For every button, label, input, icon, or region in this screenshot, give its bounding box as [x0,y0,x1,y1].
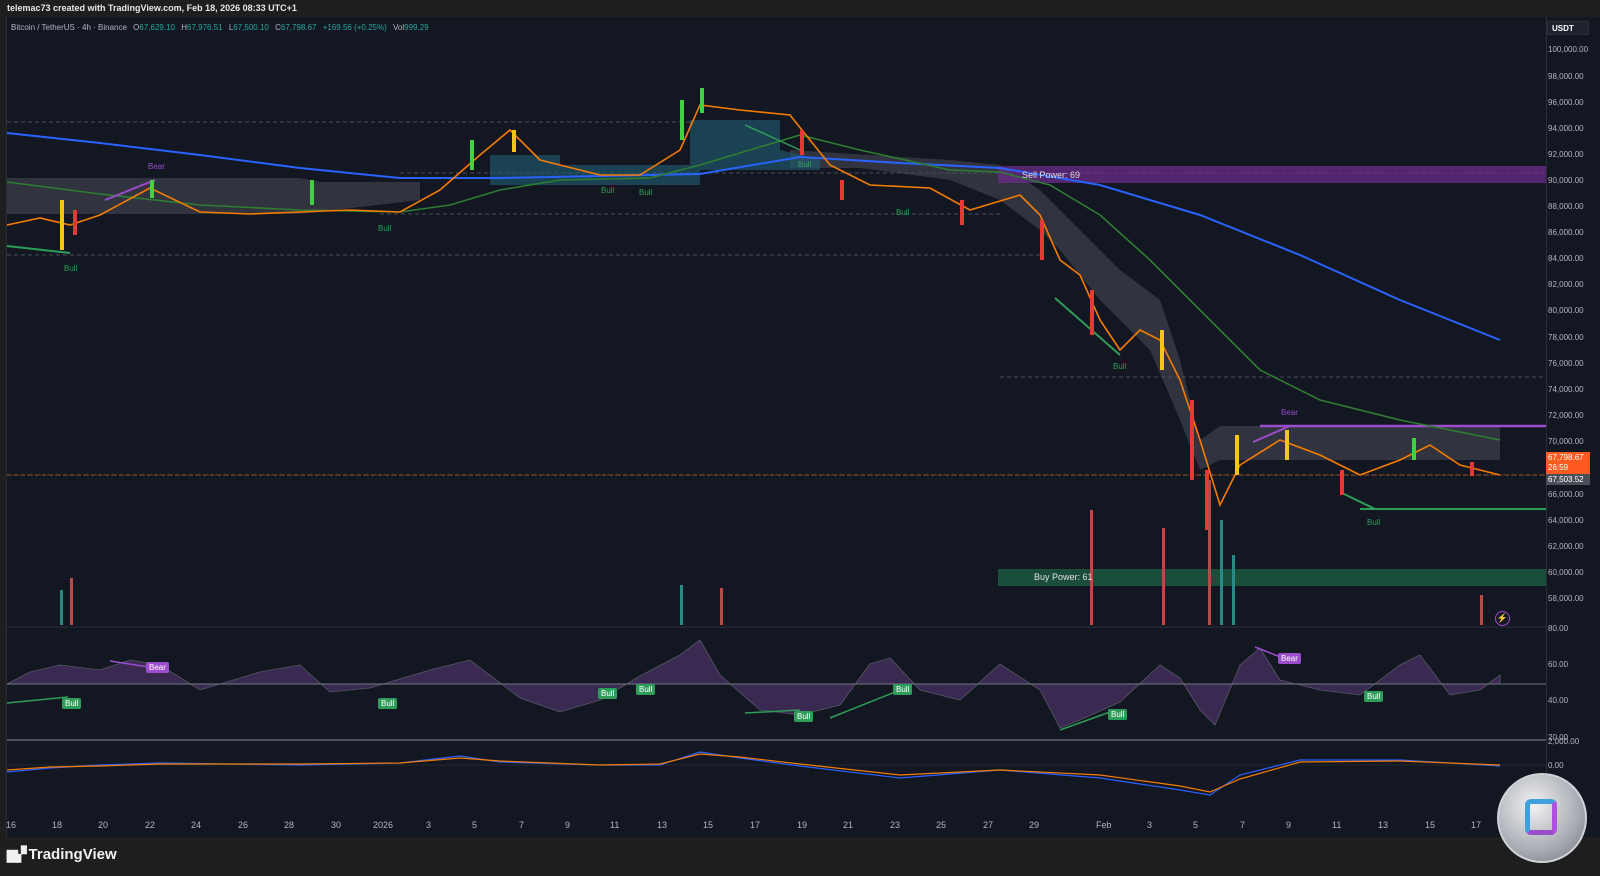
buy-power-zone [998,569,1546,586]
bull-signal: Bull [798,160,812,169]
last-price-tag: 67,798.67 26:59 [1546,452,1590,474]
price-tick: 64,000.00 [1548,516,1584,525]
bull-badge: Bull [1364,691,1384,702]
sell-power-zone [998,166,1546,183]
osc-tick: 80.00 [1548,624,1569,633]
price-tick: 98,000.00 [1548,72,1584,81]
volume-bars [60,480,1483,625]
osc-tick: 20.00 [1548,733,1569,742]
price-tick: 90,000.00 [1548,176,1584,185]
price-tick: 78,000.00 [1548,333,1584,342]
bull-badge: Bull [893,684,913,695]
price-tick: 74,000.00 [1548,385,1584,394]
bull-badge: Bull [62,698,82,709]
price-tick: 72,000.00 [1548,411,1584,420]
open-value: 67,629.10 [139,23,175,32]
change-value: +169.56 (+0.25%) [322,23,387,32]
bull-badge: Bull [378,698,398,709]
low-value: 67,500.10 [233,23,269,32]
tradingview-logo-icon: ▆▞ [7,846,26,862]
price-tick: 60,000.00 [1548,568,1584,577]
bar-countdown: 26:59 [1548,463,1569,472]
price-tick: 80,000.00 [1548,306,1584,315]
bull-badge: Bull [598,688,618,699]
price-tick: 100,000.00 [1548,45,1589,54]
coin-logo-icon [1497,773,1587,863]
price-tick: 82,000.00 [1548,280,1584,289]
volume-value: 999.29 [404,23,429,32]
close-value: 67,798.67 [280,23,317,32]
price-tick: 76,000.00 [1548,359,1584,368]
bull-signal: Bull [378,224,392,233]
bear-badge: Bear [1278,653,1301,664]
bull-signal: Bull [1367,518,1381,527]
price-tick: 58,000.00 [1548,594,1584,603]
high-value: 67,976.51 [187,23,223,32]
tradingview-wordmark: TradingView [28,846,117,863]
osc-tick: 60.00 [1548,660,1569,669]
macd-tick: 0.00 [1548,761,1564,770]
bull-signal: Bull [1113,362,1127,371]
bull-badge: Bull [636,684,656,695]
bull-signal: Bull [64,264,78,273]
price-tick: 70,000.00 [1548,437,1584,446]
ohlc-legend: Bitcoin / TetherUS · 4h · Binance O67,62… [11,23,429,32]
sell-power-label: Sell Power: 69 [1022,170,1081,180]
bull-badge: Bull [794,711,814,722]
top-bar: telemac73 created with TradingView.com, … [0,0,1600,18]
symbol-label[interactable]: Bitcoin / TetherUS · 4h · Binance [11,23,127,32]
bear-signal: Bear [148,162,165,171]
bear-badge: Bear [146,662,169,673]
candles [60,88,1474,530]
tradingview-logo[interactable]: ▆▞ TradingView [7,846,117,863]
macd-tick: 2,000.00 [1548,737,1580,746]
bull-signal: Bull [601,186,615,195]
price-tick: 66,000.00 [1548,490,1584,499]
bull-signal: Bull [639,188,653,197]
price-tick: 62,000.00 [1548,542,1584,551]
currency-selector[interactable]: USDT [1547,21,1589,35]
price-tick: 92,000.00 [1548,150,1584,159]
osc-tick: 40.00 [1548,696,1569,705]
credit-text: telemac73 created with TradingView.com, … [7,3,297,13]
price-tick: 94,000.00 [1548,124,1584,133]
bull-badge: Bull [1108,709,1128,720]
bear-signal: Bear [1281,408,1298,417]
price-tick: 84,000.00 [1548,254,1584,263]
price-tick: 88,000.00 [1548,202,1584,211]
bull-signal: Bull [896,208,910,217]
price-axis[interactable] [1546,17,1600,837]
lightning-icon[interactable]: ⚡ [1495,611,1510,626]
secondary-price-tag: 67,503.52 [1546,474,1590,485]
buy-power-label: Buy Power: 61 [1034,572,1093,582]
price-tick: 86,000.00 [1548,228,1584,237]
price-tick: 96,000.00 [1548,98,1584,107]
